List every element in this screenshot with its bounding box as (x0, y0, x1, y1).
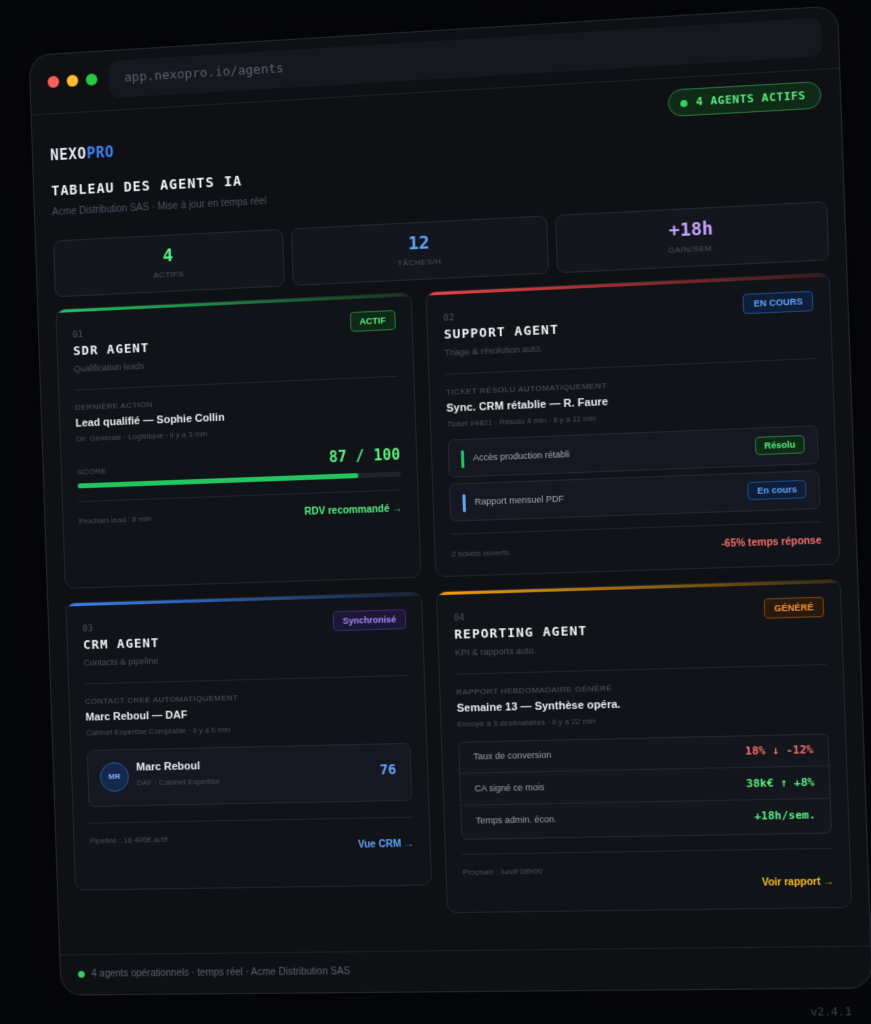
crm-view-link[interactable]: Vue CRM → (358, 839, 414, 851)
card-footer: 2 tickets ouverts (451, 548, 509, 559)
row-accent (461, 450, 465, 468)
row-tag: Résolu (755, 435, 805, 455)
kpi-label: CA signé ce mois (474, 782, 544, 793)
stat-actifs: 4 ACTIFS (53, 229, 285, 297)
card-subtitle: Contacts & pipeline (84, 656, 159, 668)
card-number: 02 (443, 313, 454, 323)
divider (462, 848, 833, 855)
status-text: 4 agents opérationnels · temps réel · Ac… (91, 966, 350, 979)
maximize-dot-icon[interactable] (86, 73, 98, 85)
divider (456, 664, 826, 675)
score-track (78, 471, 401, 488)
contact-title: Marc Reboul — DAF (85, 709, 187, 723)
card-title: CRM AGENT (83, 636, 160, 653)
ticket-meta: Ticket #4821 · Résolu 4 min · il y a 11 … (447, 414, 596, 429)
card-footer: Prochain lead : 8 min (79, 514, 151, 525)
card-title: SUPPORT AGENT (444, 323, 560, 343)
kpi-value: 18% ↓ -12% (745, 743, 814, 758)
minimize-dot-icon[interactable] (67, 75, 79, 87)
row-tag: En cours (748, 480, 807, 500)
status-badge: Synchronisé (332, 609, 406, 631)
divider (451, 521, 821, 535)
person-company: DAF · Cabinet Expertise (137, 777, 221, 788)
divider (445, 358, 815, 375)
ticket-title: Sync. CRM rétablie — R. Faure (446, 396, 608, 415)
kpi-value: +18h/sem. (754, 808, 816, 822)
report-view-link[interactable]: Voir rapport → (762, 876, 834, 888)
contact-card[interactable]: MR Marc Reboul DAF · Cabinet Expertise 7… (87, 743, 413, 807)
section-label: TICKET RÉSOLU AUTOMATIQUEMENT (446, 381, 607, 397)
brand-logo: NEXOPRO (50, 143, 114, 164)
section-label: DERNIÈRE ACTION (75, 400, 153, 412)
status-badge: ACTIF (349, 310, 396, 332)
card-number: 04 (454, 613, 465, 623)
action-meta: Dir. Générale · Logistique · il y a 3 mi… (76, 429, 207, 443)
contact-meta: Cabinet Expertise Comptable · il y a 6 m… (86, 725, 230, 737)
person-score: 76 (379, 762, 396, 778)
url-text: app.nexopro.io/agents (124, 61, 284, 85)
card-footer: Pipeline : 18 400€ actif (90, 835, 168, 845)
close-dot-icon[interactable] (47, 76, 59, 88)
row-text: Rapport mensuel PDF (474, 494, 564, 507)
card-subtitle: Qualification leads (74, 361, 145, 374)
divider (89, 817, 413, 824)
report-title: Semaine 13 — Synthèse opéra. (457, 699, 621, 715)
status-bar: 4 agents opérationnels · temps réel · Ac… (60, 946, 871, 995)
card-subtitle: Triage & résolution auto. (444, 343, 542, 357)
card-accent-bar (56, 293, 410, 313)
rdv-link[interactable]: RDV recommandé → (304, 503, 402, 517)
divider (84, 675, 408, 684)
report-meta: Envoyé à 3 destinataires · il y a 22 min (457, 716, 595, 728)
card-title: REPORTING AGENT (454, 624, 587, 643)
app-window: app.nexopro.io/agents 4 AGENTS ACTIFS NE… (29, 5, 871, 995)
kpi-row: Temps admin. écon. +18h/sem. (461, 800, 831, 837)
avatar: MR (100, 762, 130, 792)
active-agents-pill: 4 AGENTS ACTIFS (668, 81, 822, 117)
sdr-agent-card[interactable]: 01 SDR AGENT Qualification leads ACTIF D… (55, 292, 421, 589)
card-number: 03 (82, 624, 93, 634)
card-title: SDR AGENT (73, 341, 150, 359)
kpi-label: Taux de conversion (473, 750, 551, 762)
response-time-metric: -65% temps réponse (721, 535, 822, 549)
score-value: 87 / 100 (329, 446, 401, 467)
reporting-agent-card[interactable]: 04 REPORTING AGENT KPI & rapports auto. … (436, 579, 852, 913)
active-agents-label: 4 AGENTS ACTIFS (696, 89, 806, 108)
status-dot-icon (680, 100, 687, 107)
divider (74, 376, 397, 391)
section-label: CONTACT CRÉÉ AUTOMATIQUEMENT (85, 693, 239, 706)
ticket-row[interactable]: Rapport mensuel PDF En cours (449, 470, 820, 522)
person-name: Marc Reboul (136, 760, 200, 773)
card-subtitle: KPI & rapports auto. (455, 645, 537, 657)
last-action: Lead qualifié — Sophie Collin (75, 412, 224, 430)
section-label: RAPPORT HEBDOMADAIRE GÉNÉRÉ (456, 684, 612, 697)
card-accent-bar (66, 593, 421, 607)
card-accent-bar (437, 580, 840, 595)
version-label: v2.4.1 (810, 1005, 852, 1019)
status-dot-icon (78, 971, 85, 978)
page-title: TABLEAU DES AGENTS IA (51, 174, 242, 200)
score-label: SCORE (77, 467, 107, 477)
kpi-label: Temps admin. écon. (476, 814, 557, 826)
logo-part1: NEXO (50, 145, 87, 165)
status-badge: EN COURS (743, 291, 813, 315)
stat-gain: +18h GAIN/SEM. (555, 201, 829, 273)
card-footer: Prochain : lundi 08h00 (462, 867, 542, 877)
stat-taches: 12 TÂCHES/H (291, 215, 549, 286)
score-fill (78, 473, 359, 488)
row-accent (462, 494, 466, 512)
page-subtitle: Acme Distribution SAS · Mise à jour en t… (52, 196, 267, 218)
support-agent-card[interactable]: 02 SUPPORT AGENT Triage & résolution aut… (425, 273, 840, 578)
kpi-value: 38k€ ↑ +8% (746, 776, 815, 791)
ticket-row[interactable]: Accès production rétabli Résolu (447, 425, 818, 477)
row-text: Accès production rétabli (473, 449, 570, 463)
card-number: 01 (72, 330, 83, 340)
kpi-table: Taux de conversion 18% ↓ -12% CA signé c… (458, 733, 832, 839)
divider (78, 489, 401, 502)
crm-agent-card[interactable]: 03 CRM AGENT Contacts & pipeline Synchro… (65, 592, 432, 891)
logo-part2: PRO (86, 143, 114, 162)
status-badge: GÉNÉRÉ (764, 597, 825, 619)
